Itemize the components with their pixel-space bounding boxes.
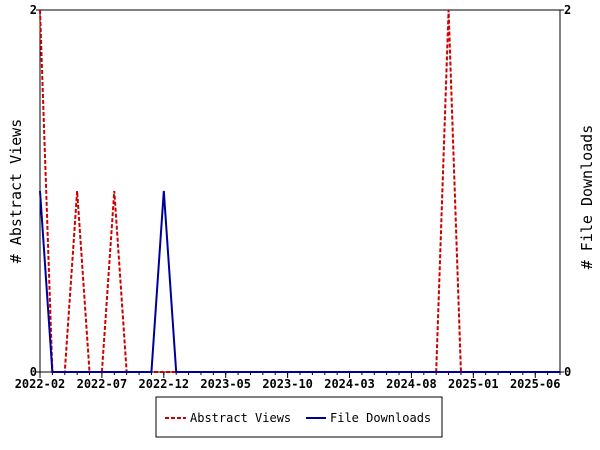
y-left-axis-title: # Abstract Views (7, 119, 25, 264)
legend: Abstract Views File Downloads (155, 396, 443, 438)
legend-box (155, 396, 443, 438)
x-tick-label: 2025-06 (510, 377, 561, 391)
series-layer (39, 9, 560, 373)
legend-label-file-downloads: File Downloads (330, 411, 431, 425)
x-tick-label: 2024-03 (324, 377, 375, 391)
x-tick-label: 2024-08 (386, 377, 437, 391)
y-right-tick-label: 2 (564, 3, 571, 17)
x-tick-label: 2023-10 (262, 377, 313, 391)
x-tick-label: 2022-02 (15, 377, 66, 391)
y-right-tick-label: 0 (564, 365, 571, 379)
x-axis: 2022-02 2022-07 2022-12 2023-05 2023-10 2024-… (15, 372, 561, 391)
x-tick-label: 2023-05 (200, 377, 251, 391)
plot-area (39, 9, 561, 373)
x-tick-label: 2022-07 (77, 377, 128, 391)
x-tick-label: 2025-01 (448, 377, 499, 391)
legend-label-abstract-views: Abstract Views (190, 411, 291, 425)
x-tick-label: 2022-12 (139, 377, 190, 391)
y-left-tick-label: 2 (30, 3, 37, 17)
y-right-axis-title: # File Downloads (578, 125, 596, 270)
y-left-tick-label: 0 (30, 365, 37, 379)
y-axes: 0 2 0 2 (30, 3, 571, 379)
series-line-file-downloads (39, 190, 560, 373)
